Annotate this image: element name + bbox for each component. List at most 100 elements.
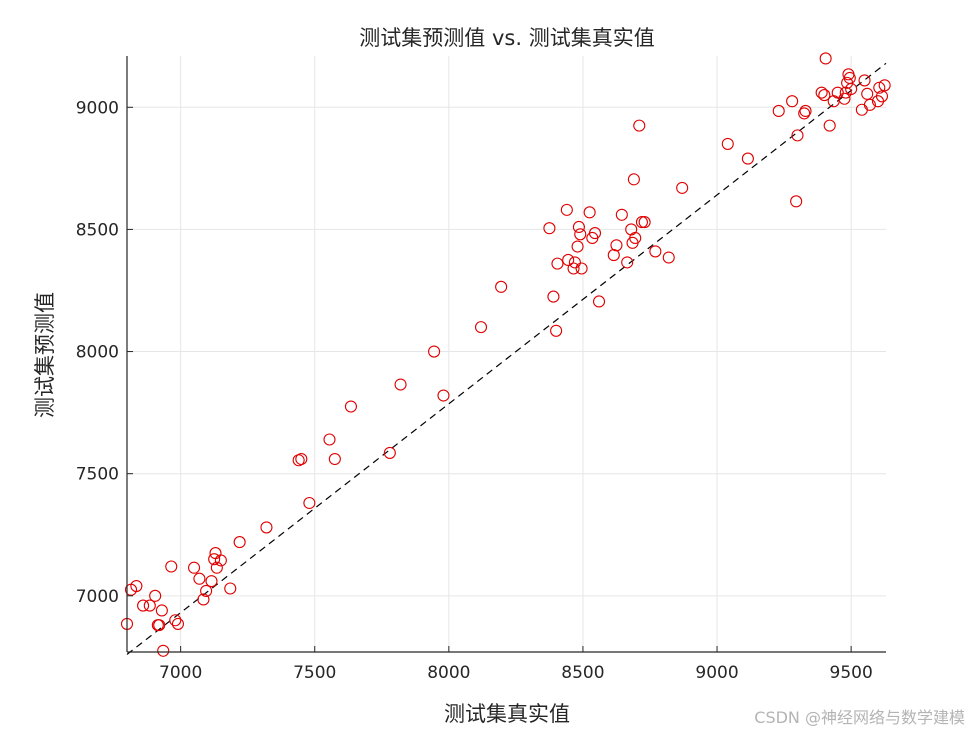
scatter-point xyxy=(208,553,221,566)
scatter-point xyxy=(873,81,886,94)
scatter-point xyxy=(562,253,575,267)
x-axis-label: 测试集真实值 xyxy=(444,702,570,726)
scatter-point xyxy=(295,452,308,466)
scatter-point xyxy=(815,86,828,99)
scatter-point xyxy=(165,560,178,573)
scatter-point xyxy=(621,256,634,269)
scatter-point xyxy=(323,433,336,446)
scatter-point xyxy=(855,103,868,116)
x-tick-label: 9500 xyxy=(830,663,873,683)
x-tick-label: 8500 xyxy=(561,663,604,683)
scatter-point xyxy=(575,262,588,275)
scatter-point xyxy=(153,619,166,632)
scatter-point xyxy=(551,257,564,270)
scatter-point xyxy=(303,496,316,510)
scatter-point xyxy=(394,378,407,391)
scatter-point xyxy=(662,251,675,264)
scatter-point xyxy=(819,52,832,65)
scatter-point xyxy=(615,208,628,221)
scatter-point xyxy=(560,203,573,216)
scatter-point xyxy=(567,262,580,275)
y-tick-label: 9000 xyxy=(76,98,119,118)
scatter-point xyxy=(543,222,556,235)
scatter-point xyxy=(224,582,237,595)
scatter-point xyxy=(344,400,357,413)
scatter-point xyxy=(197,593,210,606)
scatter-point xyxy=(875,90,889,103)
y-tick-label: 7500 xyxy=(76,465,119,485)
scatter-point xyxy=(193,572,206,585)
scatter-point xyxy=(798,107,811,120)
scatter-point xyxy=(858,74,871,87)
scatter-point xyxy=(721,137,734,150)
scatter-point xyxy=(437,389,450,402)
x-tick-labels: 7000 7500 8000 8500 9000 9500 xyxy=(159,663,873,683)
scatter-point xyxy=(831,86,844,99)
x-tick-label: 7500 xyxy=(293,663,336,683)
scatter-point xyxy=(260,521,273,534)
y-tick-labels: 7000 7500 8000 8500 9000 xyxy=(76,98,119,607)
scatter-point xyxy=(845,82,858,96)
scatter-point xyxy=(428,345,441,358)
scatter-point xyxy=(627,173,640,186)
x-tick-label: 7000 xyxy=(159,663,202,683)
scatter-point xyxy=(633,119,646,132)
scatter-point xyxy=(571,240,584,253)
scatter-point xyxy=(495,280,508,293)
watermark: CSDN @神经网络与数学建模 xyxy=(754,708,965,727)
scatter-point xyxy=(130,579,143,593)
scatter-point xyxy=(171,617,185,630)
scatter-point xyxy=(818,89,831,102)
scatter-point xyxy=(799,104,812,118)
scatter-point xyxy=(592,295,606,308)
scatter-point xyxy=(568,256,581,269)
data-points xyxy=(120,52,891,657)
scatter-point xyxy=(214,554,227,567)
scatter-point xyxy=(635,216,648,229)
axes xyxy=(126,56,886,653)
scatter-point xyxy=(205,575,218,588)
grid-lines xyxy=(127,56,886,652)
y-tick-label: 8500 xyxy=(76,220,119,240)
scatter-point xyxy=(474,321,488,334)
scatter-point xyxy=(583,206,596,219)
scatter-point xyxy=(572,220,585,234)
scatter-point xyxy=(741,152,754,165)
y-tick-label: 8000 xyxy=(76,343,119,363)
scatter-point xyxy=(149,589,162,602)
scatter-point xyxy=(610,239,623,252)
x-tick-label: 8000 xyxy=(427,663,470,683)
chart-title: 测试集预测值 vs. 测试集真实值 xyxy=(359,26,654,50)
scatter-point xyxy=(143,599,156,612)
scatter-point xyxy=(187,561,201,574)
scatter-point xyxy=(878,79,891,92)
scatter-point xyxy=(328,452,341,466)
scatter-point xyxy=(588,227,602,240)
scatter-point xyxy=(547,290,560,303)
scatter-point xyxy=(629,231,642,245)
scatter-point xyxy=(863,98,876,111)
scatter-point xyxy=(157,644,170,657)
scatter-point xyxy=(676,181,689,194)
scatter-point xyxy=(574,228,587,241)
scatter-point xyxy=(209,547,222,560)
scatter-point xyxy=(786,95,799,108)
scatter-point xyxy=(550,324,563,337)
scatter-point xyxy=(838,92,851,105)
reference-line xyxy=(126,62,887,655)
scatter-point xyxy=(649,245,662,258)
scatter-point xyxy=(233,536,246,549)
scatter-point xyxy=(790,195,803,208)
y-axis-label: 测试集预测值 xyxy=(33,292,57,418)
y-tick-label: 7000 xyxy=(76,587,119,607)
scatter-point xyxy=(169,614,182,627)
scatter-point xyxy=(383,446,396,459)
scatter-point xyxy=(210,561,223,574)
scatter-point xyxy=(772,104,785,118)
scatter-point xyxy=(137,599,150,612)
scatter-point xyxy=(861,87,874,100)
scatter-point xyxy=(791,129,804,142)
scatter-point xyxy=(638,216,651,229)
scatter-point xyxy=(155,604,168,617)
